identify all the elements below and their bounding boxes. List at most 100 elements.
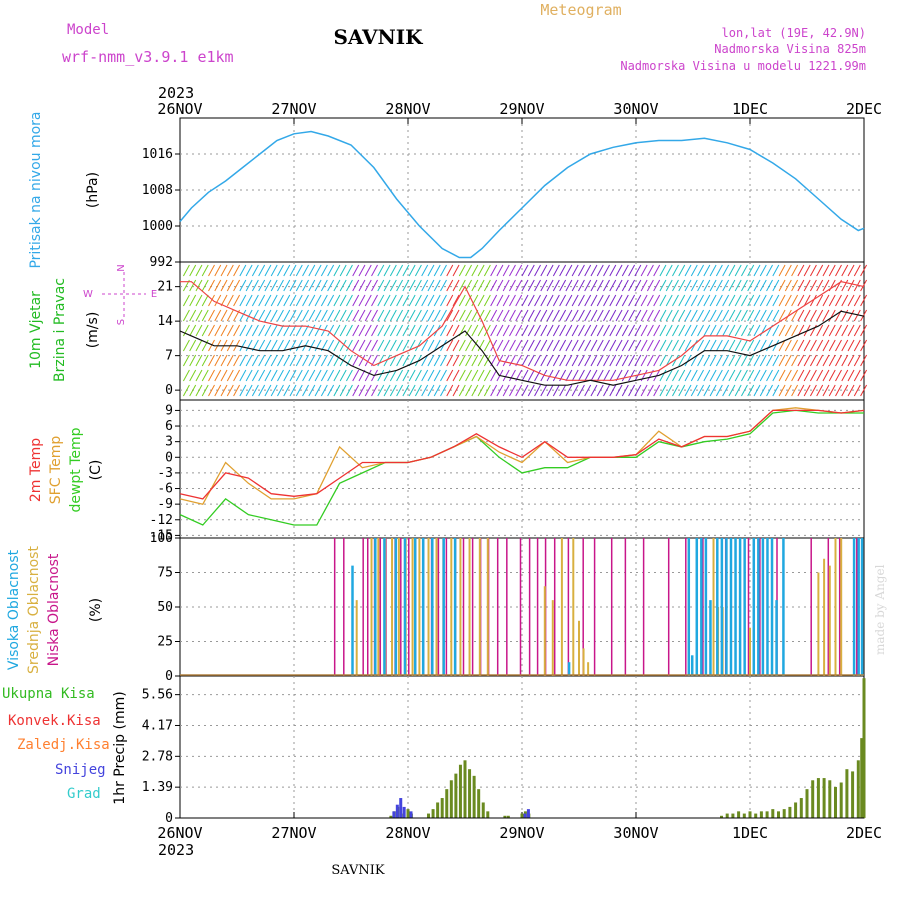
wind-barb [214, 324, 222, 337]
wind-barb [251, 324, 259, 337]
wind-barb [709, 354, 717, 367]
wind-barb [371, 264, 378, 277]
wind-barb [509, 324, 516, 337]
wind-barb [759, 294, 767, 307]
wind-barb [396, 339, 404, 352]
wind-barb [828, 264, 836, 277]
wind-gust-line [180, 281, 865, 381]
wind-barb [220, 354, 228, 367]
wind-barb [515, 384, 523, 397]
wind-barb [195, 354, 203, 367]
elevation-text: Nadmorska Visina 825m [714, 42, 866, 56]
precip-bar-total [822, 778, 826, 818]
wind-barb [220, 309, 228, 322]
wind-barb [352, 309, 360, 322]
wind-barb [822, 324, 830, 337]
wind-barb [396, 369, 404, 382]
wind-barb [552, 264, 560, 277]
wind-barb [377, 264, 385, 277]
wind-barb [371, 279, 378, 292]
wind-barb [314, 294, 322, 307]
wind-barb [734, 339, 742, 352]
wind-barb [258, 264, 266, 277]
wind-barb [427, 339, 435, 352]
y-tick-label: 14 [157, 314, 173, 329]
wind-barb [809, 339, 817, 352]
wind-barb [377, 369, 385, 382]
wind-barb [490, 294, 498, 307]
wind-barb [226, 264, 234, 277]
wind-barb [189, 324, 197, 337]
wind-barb [797, 339, 805, 352]
wind-barb [590, 369, 598, 382]
wind-barb [339, 324, 347, 337]
wind-barb [327, 369, 335, 382]
wind-barb [358, 339, 366, 352]
wind-barb [672, 369, 679, 382]
wind-barb [672, 264, 679, 277]
wind-barb [809, 354, 817, 367]
wind-barb [258, 354, 266, 367]
wind-barb [672, 324, 679, 337]
wind-barb [251, 309, 259, 322]
wind-barb [722, 294, 730, 307]
wind-barb [245, 309, 253, 322]
wind-barb [621, 264, 629, 277]
wind-unit: (m/s) [85, 312, 101, 349]
wind-barb [283, 384, 291, 397]
wind-barb [283, 279, 291, 292]
wind-barb [778, 369, 786, 382]
wind-barb [609, 264, 617, 277]
wind-barb [440, 324, 447, 337]
wind-barb [208, 264, 215, 277]
wind-barb [853, 369, 861, 382]
wind-barb [509, 369, 516, 382]
wind-barb [270, 384, 278, 397]
wind-barb [389, 294, 397, 307]
wind-barb [559, 294, 567, 307]
wind-barb [377, 279, 385, 292]
wind-barb [515, 324, 523, 337]
precip-bar-total [862, 678, 866, 818]
wind-barb [546, 309, 554, 322]
wind-barb [653, 324, 661, 337]
wind-barb [784, 354, 792, 367]
wind-barb [841, 309, 849, 322]
wind-barb [853, 264, 861, 277]
wind-barb [577, 309, 585, 322]
wind-barb [690, 354, 698, 367]
wind-barb [665, 309, 673, 322]
wind-barb [678, 264, 686, 277]
wind-barb [741, 309, 748, 322]
x-tick-label-top: 2DEC [846, 100, 882, 118]
wind-barb [421, 339, 429, 352]
wind-barb [678, 324, 686, 337]
wind-barb [747, 339, 755, 352]
wind-barb [352, 279, 360, 292]
wind-barb [803, 264, 811, 277]
wind-barb [791, 279, 799, 292]
wind-barb [396, 294, 404, 307]
wind-barb [402, 324, 410, 337]
wind-barb [389, 339, 397, 352]
wind-barb [490, 384, 498, 397]
wind-barb [822, 264, 830, 277]
wind-barb [195, 264, 203, 277]
precip-bar-total [427, 813, 431, 818]
cloud-high-label: Visoka Oblacnost [6, 549, 22, 670]
wind-barb [659, 339, 667, 352]
wind-barb [559, 339, 567, 352]
wind-barb [471, 369, 479, 382]
wind-barb [741, 279, 748, 292]
wind-barb [527, 369, 535, 382]
wind-barb [201, 294, 209, 307]
wind-barb [258, 279, 266, 292]
wind-barb [233, 354, 241, 367]
wind-barb [822, 354, 830, 367]
wind-barb [421, 264, 429, 277]
wind-barb [697, 279, 704, 292]
wind-barb [308, 309, 316, 322]
precip-bar-total [454, 773, 458, 818]
wind-barb [527, 279, 535, 292]
wind-barb [251, 264, 259, 277]
